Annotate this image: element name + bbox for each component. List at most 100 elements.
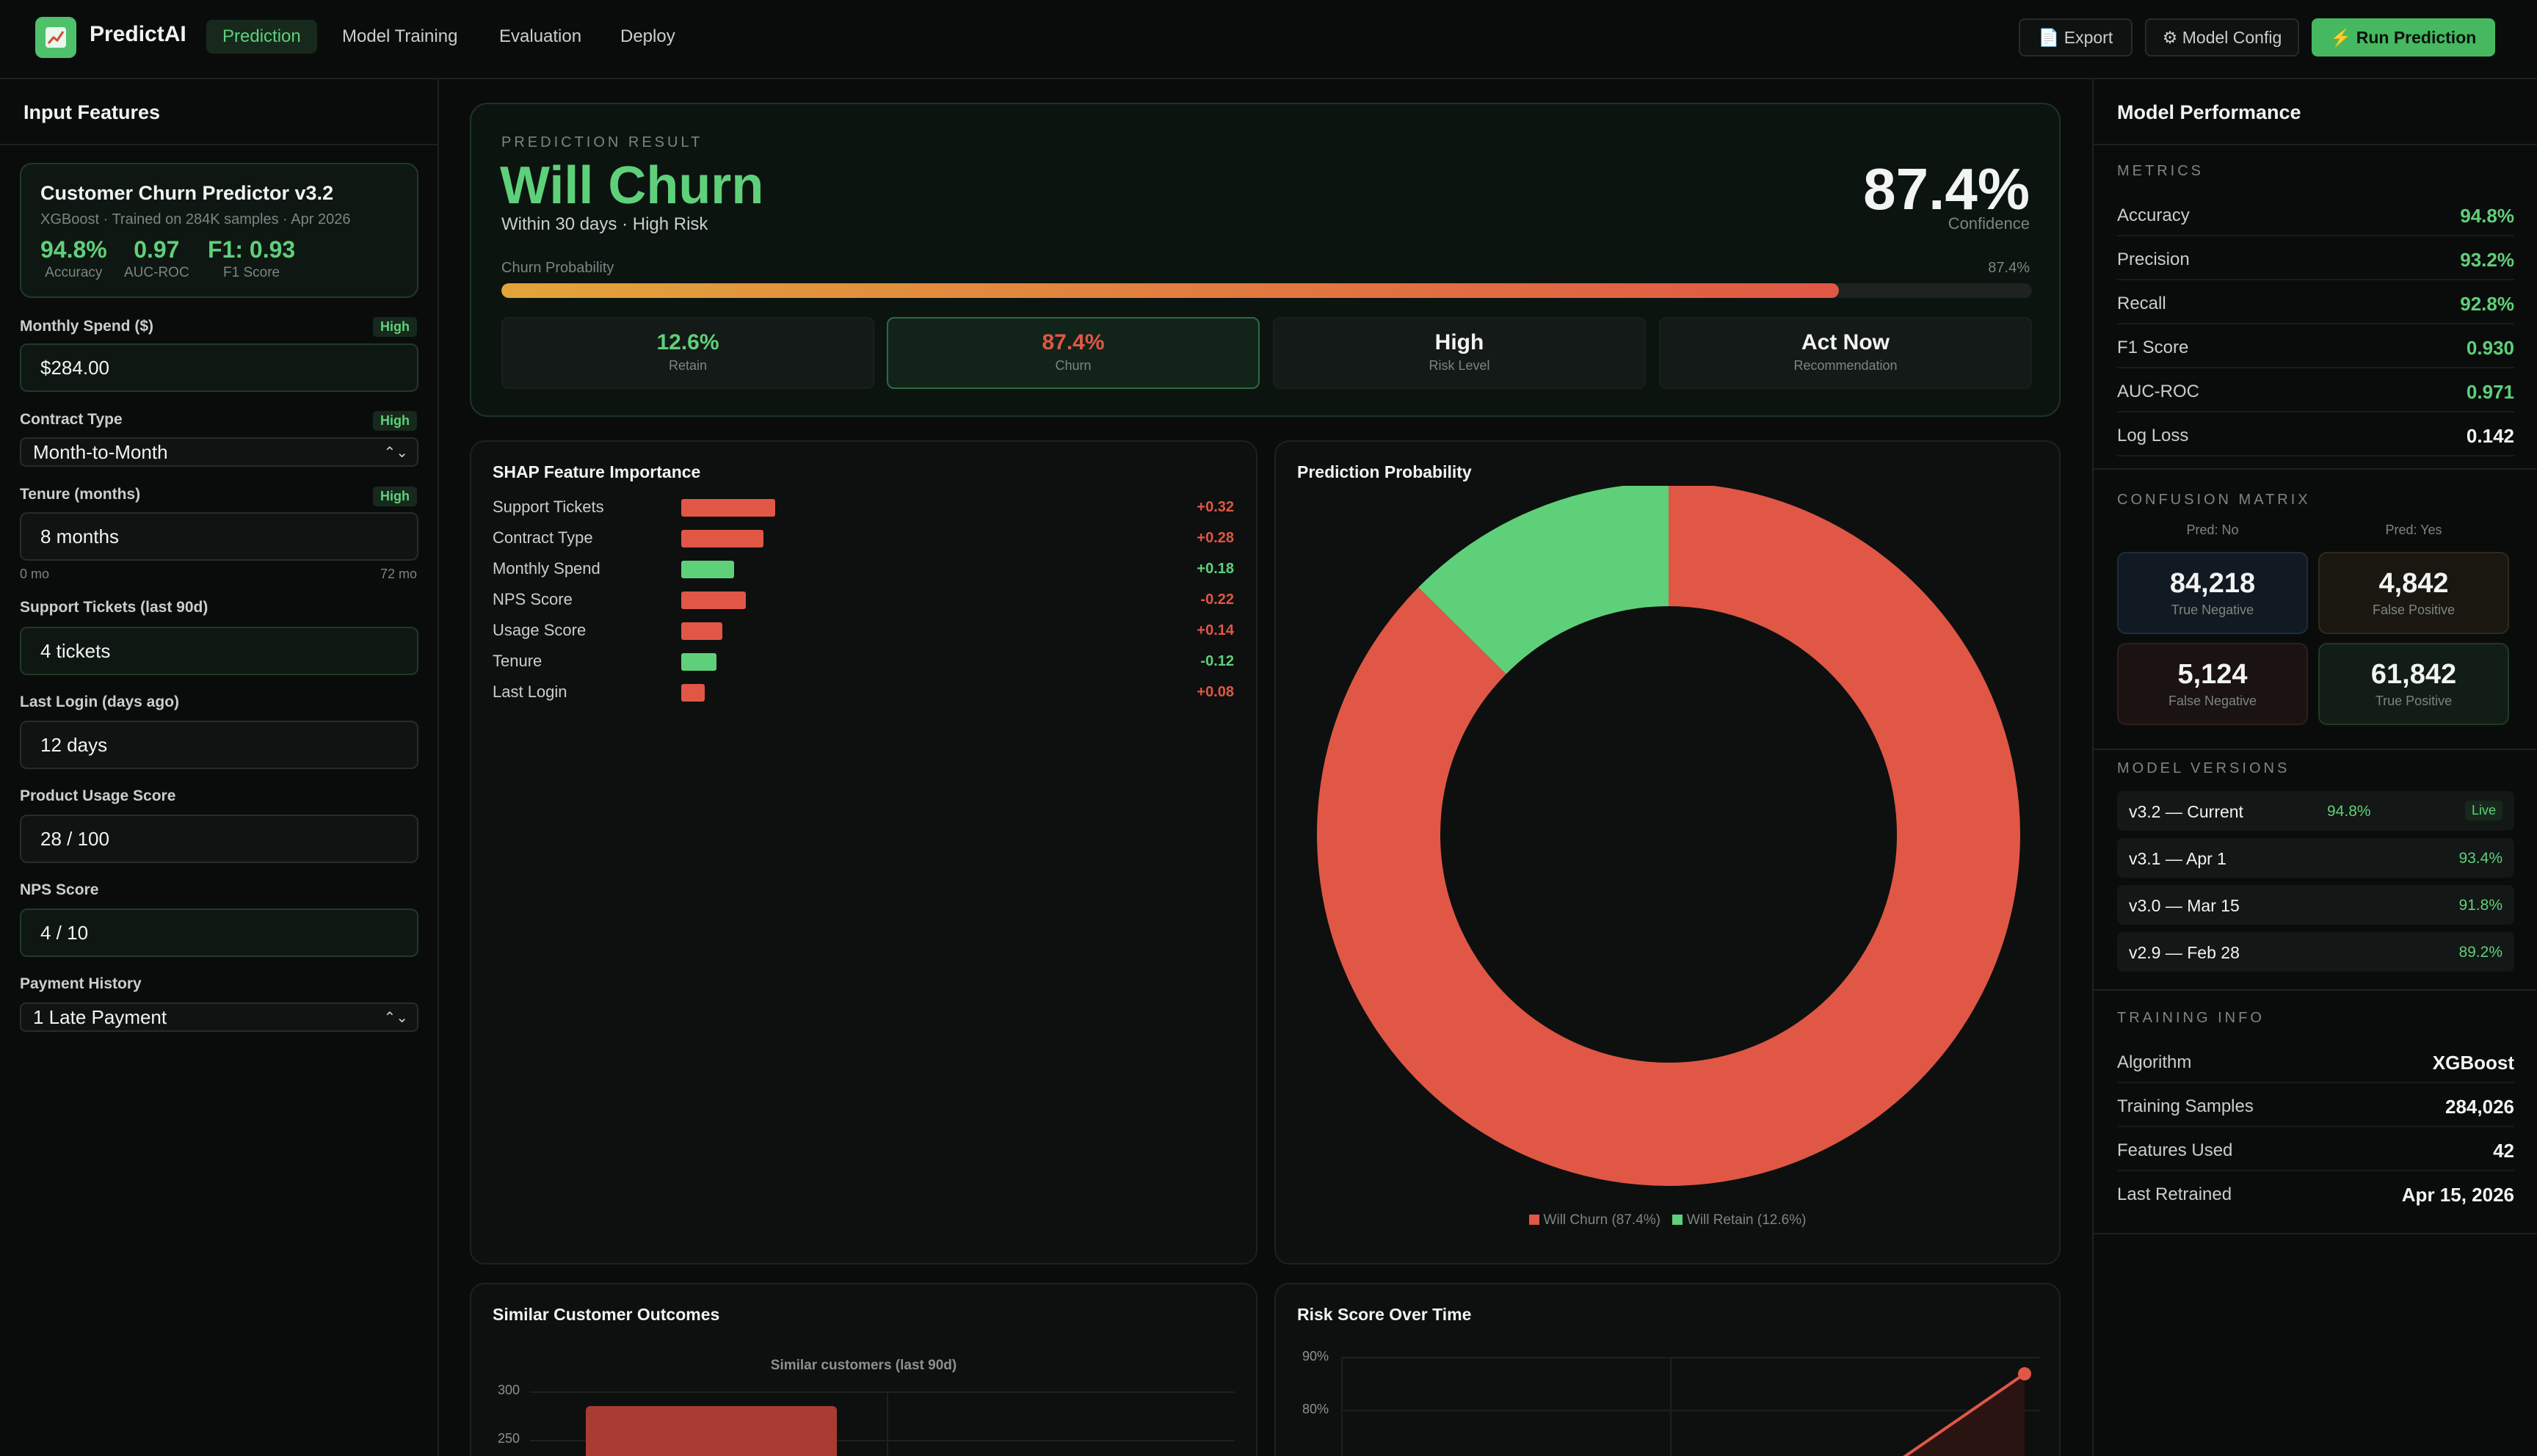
shap-feature-name: Tenure [493, 652, 542, 670]
metric-value: 94.8% [2460, 205, 2514, 227]
shap-bar [681, 653, 716, 671]
contract-type-badge: High [373, 411, 417, 431]
similar-gridline [530, 1391, 1235, 1393]
model-stat-label: AUC-ROC [124, 265, 189, 280]
donut-slice-will-churn [1317, 486, 2020, 1186]
model-config-label: ⚙ Model Config [2162, 27, 2282, 47]
last-login-label: Last Login (days ago) [20, 694, 180, 710]
metric-row: Accuracy 94.8% [2117, 192, 2514, 236]
shap-value: +0.14 [1197, 622, 1234, 638]
shap-value: -0.22 [1200, 592, 1234, 608]
metric-name: Accuracy [2117, 205, 2190, 225]
result-box-label: Retain [668, 358, 708, 373]
run-prediction-button[interactable]: ⚡ Run Prediction [2312, 18, 2495, 57]
nps-score-input[interactable]: 4 / 10 [20, 909, 418, 957]
metric-name: Log Loss [2117, 426, 2189, 445]
payment-history-select[interactable]: 1 Late Payment ⌃⌄ [20, 1002, 418, 1032]
version-name: v3.0 — Mar 15 [2129, 896, 2240, 915]
shap-row: NPS Score -0.22 [493, 586, 1234, 615]
input-features-header: Input Features [0, 79, 438, 145]
shap-feature-name: Support Tickets [493, 498, 604, 516]
tab-model-training[interactable]: Model Training [342, 26, 458, 46]
tenure-label: Tenure (months) [20, 486, 141, 503]
version-accuracy: 91.8% [2458, 897, 2502, 914]
tenure-range-max: 72 mo [380, 567, 417, 581]
section-divider [2094, 989, 2537, 991]
metric-row: F1 Score 0.930 [2117, 324, 2514, 368]
confidence-value: 87.4% [1863, 156, 2030, 222]
training-info-row: Algorithm XGBoost [2117, 1039, 2514, 1083]
model-stat-f1: F1: 0.93 F1 Score [208, 236, 295, 281]
model-performance-header: Model Performance [2094, 79, 2537, 145]
result-box-value: 87.4% [1042, 330, 1105, 354]
version-name: v2.9 — Feb 28 [2129, 943, 2240, 962]
risk-line-chart [1341, 1357, 2039, 1456]
result-box-value: High [1434, 330, 1484, 354]
support-tickets-input[interactable]: 4 tickets [20, 627, 418, 675]
model-config-button[interactable]: ⚙ Model Config [2145, 18, 2299, 57]
metric-row: Recall 92.8% [2117, 280, 2514, 324]
metric-name: AUC-ROC [2117, 382, 2199, 401]
similar-tick-300: 300 [498, 1383, 520, 1397]
retain-box: 12.6% Retain [501, 317, 874, 389]
tab-deploy[interactable]: Deploy [620, 26, 675, 46]
tab-evaluation[interactable]: Evaluation [499, 26, 582, 46]
confusion-matrix-cell: 84,218 True Negative [2117, 552, 2308, 634]
select-chevron-icon: ⌃⌄ [383, 1010, 408, 1026]
last-login-input[interactable]: 12 days [20, 721, 418, 769]
support-tickets-label: Support Tickets (last 90d) [20, 599, 208, 616]
usage-score-input[interactable]: 28 / 100 [20, 815, 418, 863]
shap-bar [681, 499, 775, 517]
result-box-label: Risk Level [1429, 358, 1490, 373]
shap-card: SHAP Feature Importance Support Tickets +… [470, 440, 1257, 1264]
cm-value: 84,218 [2169, 568, 2256, 599]
metrics-label: METRICS [2117, 163, 2204, 179]
shap-feature-name: Usage Score [493, 621, 587, 639]
risk-tick-80: 80% [1302, 1402, 1329, 1416]
version-accuracy: 94.8% [2327, 803, 2371, 820]
contract-type-select[interactable]: Month-to-Month ⌃⌄ [20, 437, 418, 467]
cm-label: True Negative [2171, 603, 2254, 617]
confusion-matrix-label: CONFUSION MATRIX [2117, 492, 2311, 508]
usage-score-label: Product Usage Score [20, 787, 176, 804]
training-info-label: TRAINING INFO [2117, 1010, 2265, 1026]
payment-history-label: Payment History [20, 975, 142, 992]
model-summary-card: Customer Churn Predictor v3.2 XGBoost · … [20, 163, 418, 298]
similar-gridline [887, 1391, 888, 1456]
result-box-value: 12.6% [656, 330, 719, 354]
risk-score-card: Risk Score Over Time 90% 80% [1274, 1283, 2061, 1456]
model-version-row[interactable]: v3.2 — Current 94.8% Live [2117, 791, 2514, 831]
model-stat-accuracy: 94.8% Accuracy [40, 236, 107, 281]
training-info-name: Training Samples [2117, 1096, 2254, 1116]
shap-feature-name: Last Login [493, 682, 567, 701]
model-version-row[interactable]: v3.0 — Mar 15 91.8% [2117, 885, 2514, 925]
metric-row: Log Loss 0.142 [2117, 412, 2514, 456]
similar-chart-title: Similar customers (last 90d) [770, 1358, 957, 1373]
shap-title: SHAP Feature Importance [493, 462, 701, 481]
metric-value: 0.142 [2466, 425, 2514, 447]
tab-prediction[interactable]: Prediction [206, 20, 317, 54]
churn-probability-value: 87.4% [1988, 260, 2030, 276]
shap-value: +0.28 [1197, 530, 1234, 546]
training-info-value: Apr 15, 2026 [2401, 1184, 2514, 1206]
contract-type-value: Month-to-Month [33, 440, 168, 463]
model-version-row[interactable]: v2.9 — Feb 28 89.2% [2117, 932, 2514, 972]
donut-legend: Will Churn (87.4%) Will Retain (12.6%) [1276, 1212, 2059, 1228]
tenure-range-min: 0 mo [20, 567, 50, 581]
training-info-row: Features Used 42 [2117, 1127, 2514, 1171]
tenure-input[interactable]: 8 months [20, 512, 418, 561]
metric-value: 93.2% [2460, 249, 2514, 271]
metric-name: Precision [2117, 250, 2190, 269]
model-version-row[interactable]: v3.1 — Apr 1 93.4% [2117, 838, 2514, 878]
top-bar: PredictAI Prediction Model Training Eval… [0, 0, 2537, 79]
chart-trend-icon [35, 17, 76, 58]
result-label: PREDICTION RESULT [501, 134, 703, 150]
live-badge: Live [2464, 801, 2502, 820]
shap-feature-name: Monthly Spend [493, 559, 600, 578]
donut-title: Prediction Probability [1297, 462, 1472, 481]
shap-feature-name: Contract Type [493, 528, 593, 547]
version-name: v3.1 — Apr 1 [2129, 849, 2226, 868]
panel-title: Model Performance [2117, 101, 2301, 123]
monthly-spend-input[interactable]: $284.00 [20, 343, 418, 392]
export-button[interactable]: 📄 Export [2019, 18, 2133, 57]
